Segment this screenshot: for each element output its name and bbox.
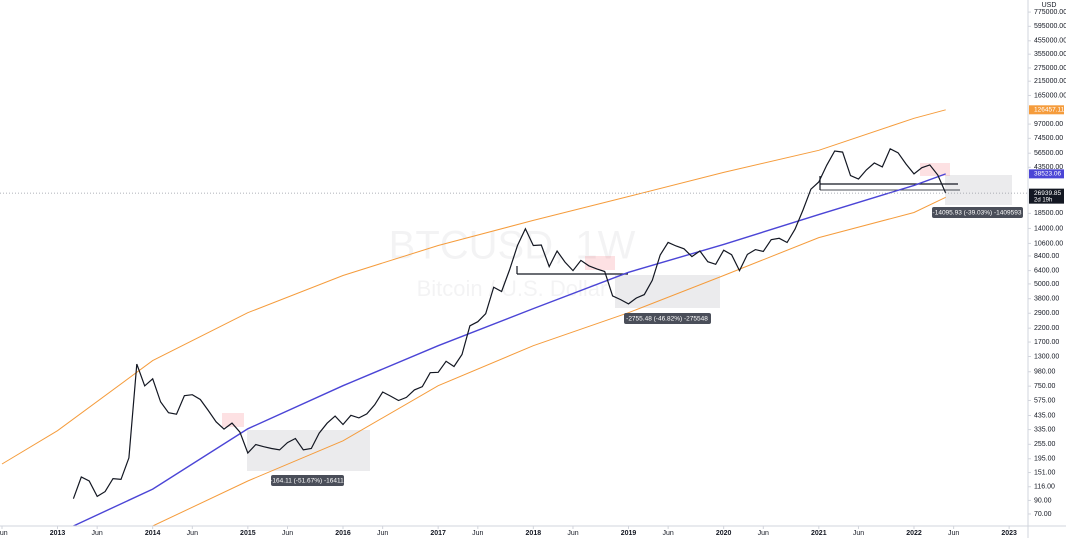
- y-tick-label: 74500.00: [1034, 135, 1063, 142]
- band-price-label-bg: [1029, 169, 1064, 179]
- x-tick-label: 2013: [50, 530, 66, 537]
- plot-area: [1, 109, 947, 526]
- x-tick-label: 2023: [1001, 530, 1017, 537]
- y-tick-label: 195.00: [1034, 456, 1056, 463]
- regression-band: [152, 196, 946, 526]
- countdown-label: 2d 19h: [1034, 198, 1052, 204]
- y-tick-label: 435.00: [1034, 412, 1056, 419]
- regression-band: [1, 109, 946, 465]
- y-tick-label: 97000.00: [1034, 121, 1063, 128]
- x-tick-label: Jun: [377, 530, 388, 537]
- band-price-label: 126457.11: [1034, 107, 1065, 114]
- y-tick-label: 335.00: [1034, 426, 1056, 433]
- x-tick-label: Jun: [567, 530, 578, 537]
- y-tick-label: 70.00: [1034, 511, 1052, 518]
- currency-label: USD: [1042, 2, 1057, 9]
- measure-label-bg: [624, 313, 711, 324]
- regression-band: [73, 173, 946, 526]
- y-tick-label: 5000.00: [1034, 281, 1059, 288]
- y-tick-label: 215000.00: [1034, 78, 1066, 85]
- measure-box: [615, 275, 720, 308]
- y-tick-label: 575.00: [1034, 397, 1056, 404]
- x-tick-label: Jun: [948, 530, 959, 537]
- highlight-box: [222, 413, 244, 427]
- y-tick-label: 6400.00: [1034, 267, 1059, 274]
- y-tick-label: 1300.00: [1034, 353, 1059, 360]
- y-tick-label: 355000.00: [1034, 51, 1066, 58]
- x-tick-label: Jun: [758, 530, 769, 537]
- x-tick-label: 2022: [906, 530, 922, 537]
- x-tick-label: 2021: [811, 530, 827, 537]
- x-tick-label: 2015: [240, 530, 256, 537]
- y-tick-label: 18500.00: [1034, 210, 1063, 217]
- x-tick-label: Jun: [472, 530, 483, 537]
- y-tick-label: 595000.00: [1034, 23, 1066, 30]
- x-tick-label: 2018: [526, 530, 542, 537]
- x-tick-label: Jun: [662, 530, 673, 537]
- y-tick-label: 2200.00: [1034, 325, 1059, 332]
- y-tick-label: 8400.00: [1034, 253, 1059, 260]
- x-tick-label: 2017: [430, 530, 446, 537]
- last-price-label: 26939.85: [1034, 190, 1061, 197]
- y-tick-label: 275000.00: [1034, 65, 1066, 72]
- measure-label: -164.11 (-51.67%) -16411: [270, 478, 344, 485]
- measure-label: -14095.93 (-39.03%) -1409593: [933, 210, 1022, 217]
- measure-label-bg: [932, 207, 1023, 218]
- y-tick-label: 980.00: [1034, 369, 1056, 376]
- measure-label: -2755.48 (-46.82%) -275548: [626, 316, 708, 323]
- y-tick-label: 750.00: [1034, 383, 1056, 390]
- watermark-name: Bitcoin / U.S. Dollar: [417, 276, 608, 301]
- y-tick-label: 165000.00: [1034, 92, 1066, 99]
- x-tick-label: Jun: [0, 530, 8, 537]
- y-tick-label: 14000.00: [1034, 225, 1063, 232]
- highlight-box: [585, 256, 615, 270]
- band-price-label-bg: [1029, 105, 1064, 115]
- y-tick-label: 455000.00: [1034, 38, 1066, 45]
- y-tick-label: 10600.00: [1034, 240, 1063, 247]
- x-tick-label: 2014: [145, 530, 161, 537]
- y-tick-label: 43500.00: [1034, 164, 1063, 171]
- y-tick-label: 2900.00: [1034, 310, 1059, 317]
- y-tick-label: 3800.00: [1034, 296, 1059, 303]
- y-tick-label: 1700.00: [1034, 339, 1059, 346]
- last-price-label-bg: [1029, 188, 1064, 204]
- x-tick-label: 2020: [716, 530, 732, 537]
- x-tick-label: 2016: [335, 530, 351, 537]
- x-tick-label: Jun: [92, 530, 103, 537]
- x-tick-label: Jun: [187, 530, 198, 537]
- y-tick-label: 151.00: [1034, 469, 1056, 476]
- x-tick-label: 2019: [621, 530, 637, 537]
- price-line: [72, 147, 947, 499]
- x-tick-label: Jun: [853, 530, 864, 537]
- measure-label-bg: [271, 475, 344, 486]
- y-tick-label: 116.00: [1034, 484, 1055, 491]
- x-tick-label: Jun: [282, 530, 293, 537]
- y-tick-label: 775000.00: [1034, 9, 1066, 16]
- y-tick-label: 56500.00: [1034, 150, 1063, 157]
- band-price-label: 38523.06: [1034, 171, 1061, 178]
- y-tick-label: 90.00: [1034, 497, 1052, 504]
- y-tick-label: 255.00: [1034, 441, 1056, 448]
